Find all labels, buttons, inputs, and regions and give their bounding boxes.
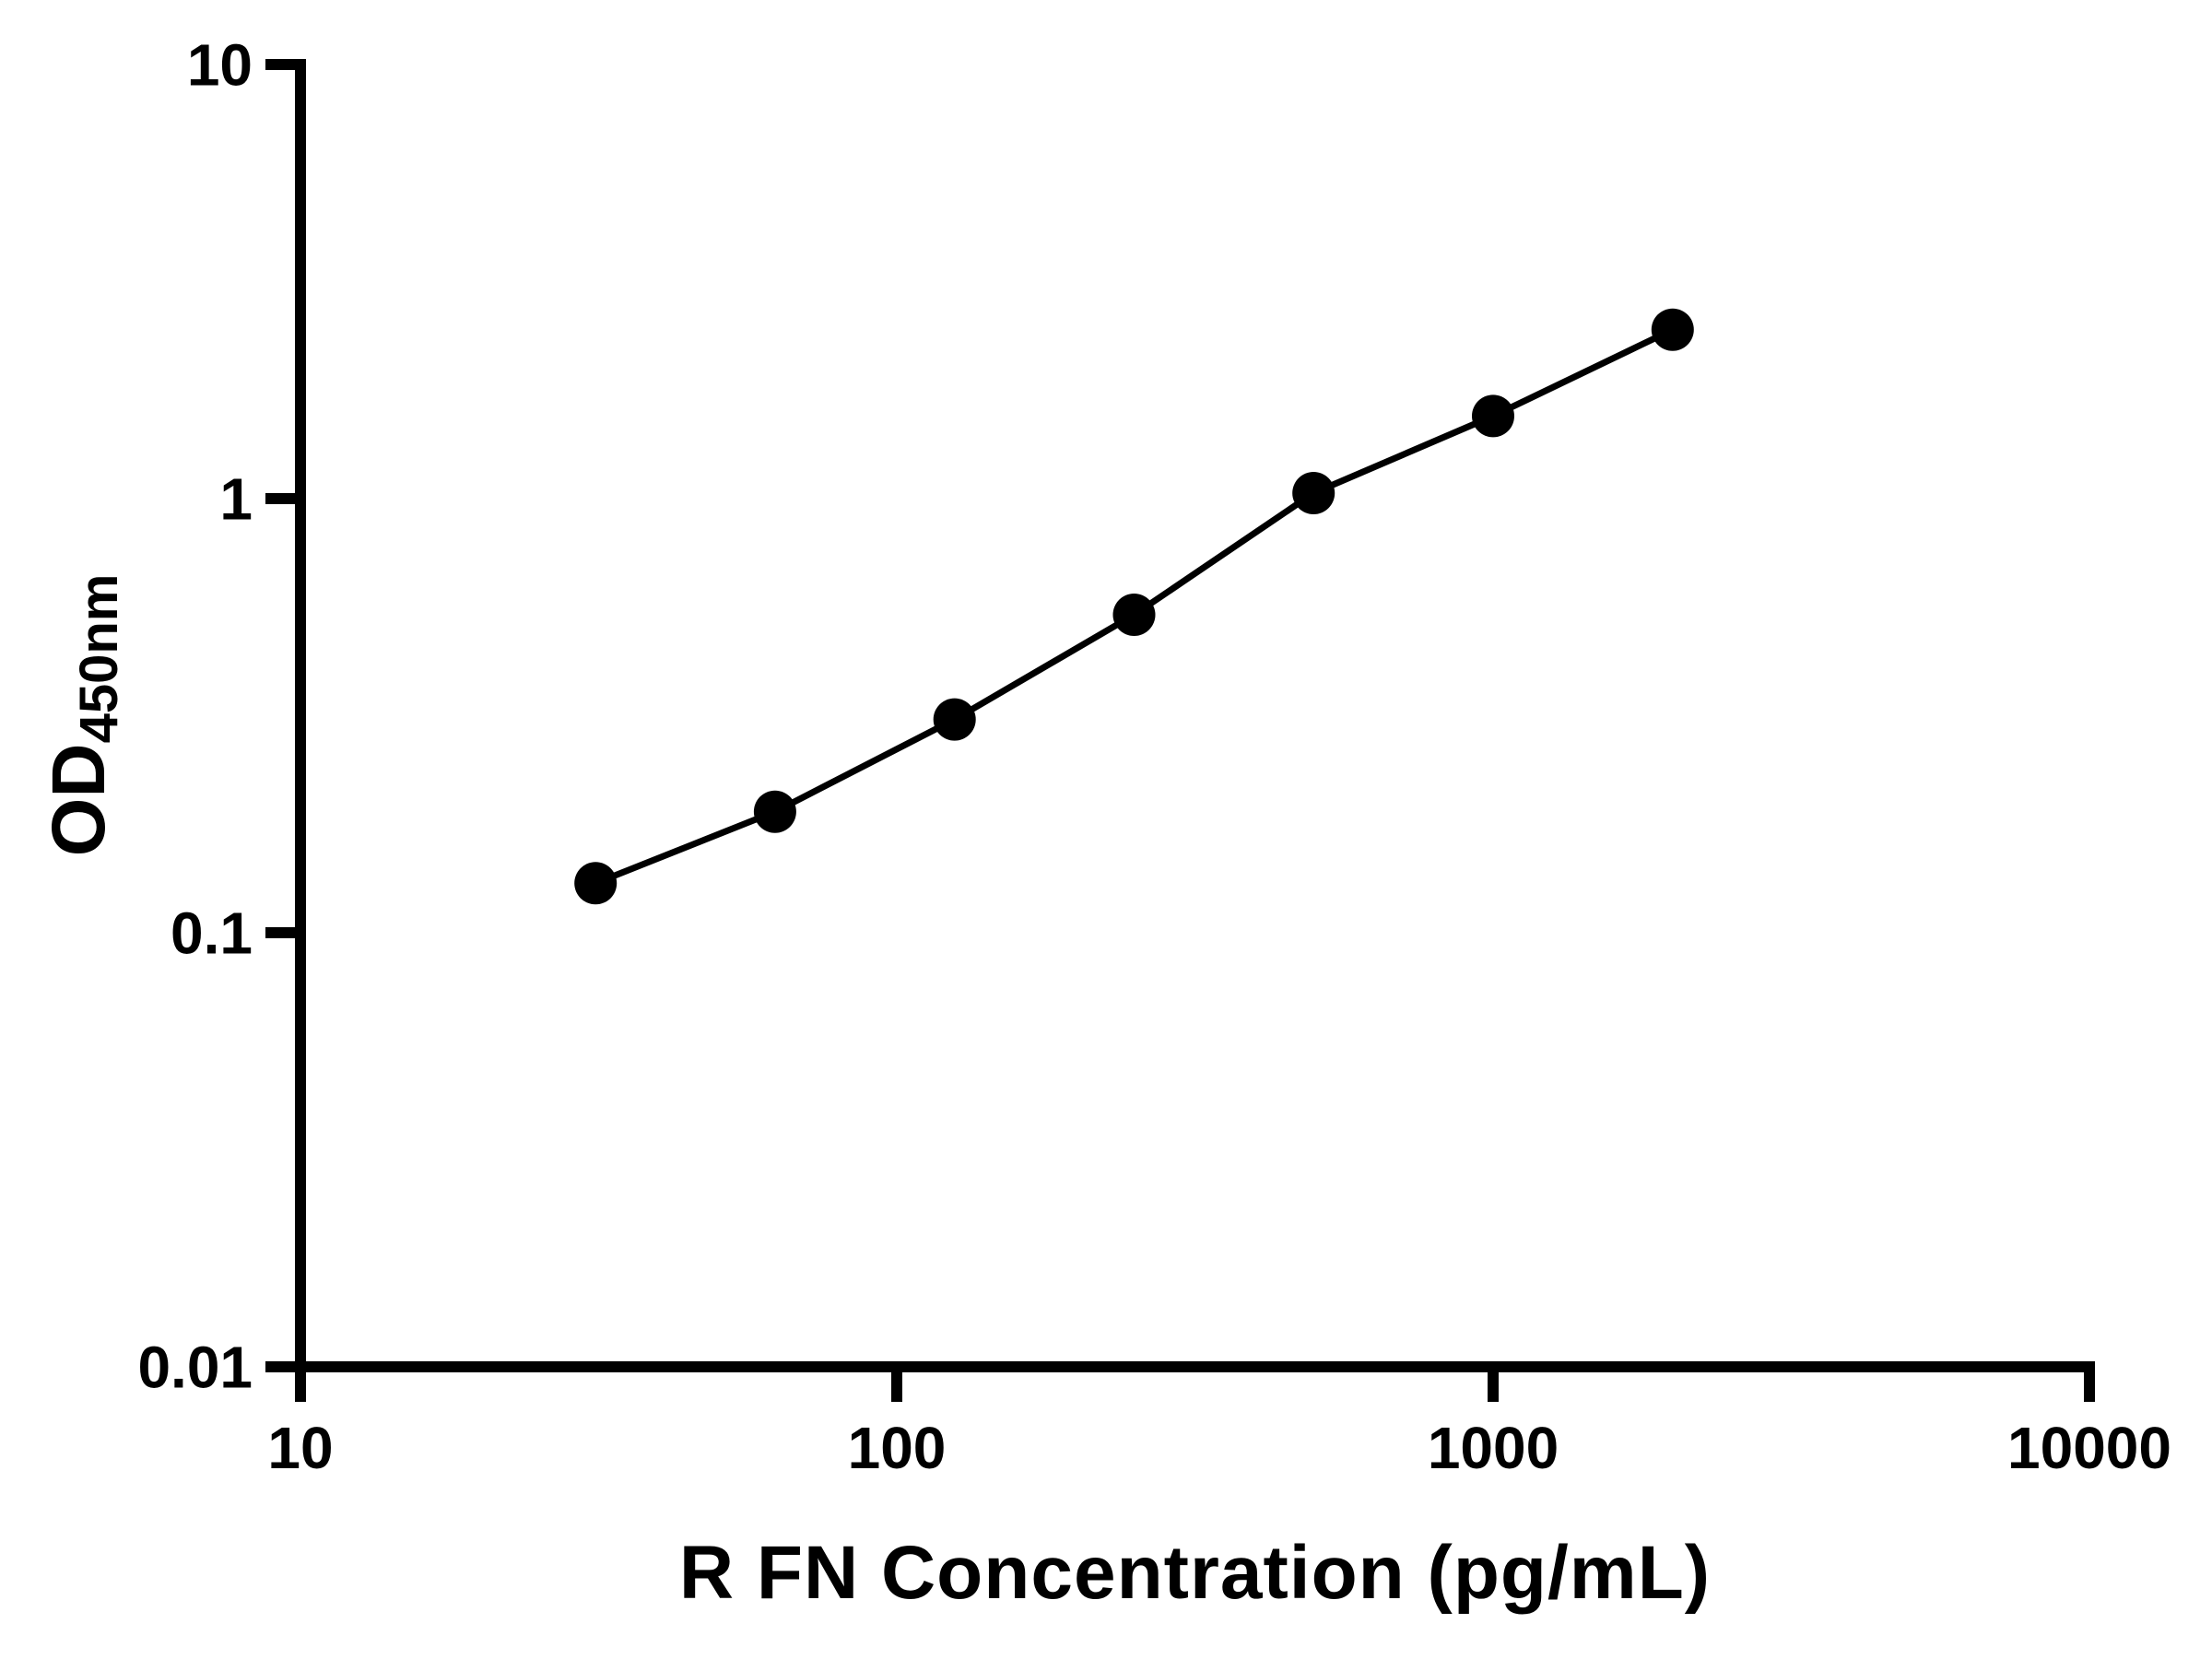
data-point (1472, 394, 1514, 438)
x-tick-label: 1000 (1428, 1415, 1559, 1481)
y-tick-label: 1 (219, 465, 253, 532)
data-point (753, 790, 796, 833)
data-point (933, 698, 976, 741)
data-point (574, 862, 618, 905)
y-axis-title: OD450nm (36, 574, 130, 857)
y-tick-label: 10 (187, 31, 253, 98)
data-point (1292, 472, 1335, 514)
y-axis-title-subscript: 450nm (69, 573, 129, 744)
x-tick-label: 10000 (2007, 1415, 2171, 1481)
y-tick-label: 0.01 (137, 1334, 253, 1400)
x-tick-label: 100 (848, 1415, 947, 1481)
y-tick-label: 0.1 (171, 900, 253, 966)
y-axis-title-main: OD (37, 743, 121, 857)
x-axis-title: R FN Concentration (pg/mL) (678, 1531, 1712, 1615)
data-point (1651, 308, 1694, 351)
data-point (1112, 594, 1156, 636)
x-tick-label: 10 (267, 1415, 333, 1481)
